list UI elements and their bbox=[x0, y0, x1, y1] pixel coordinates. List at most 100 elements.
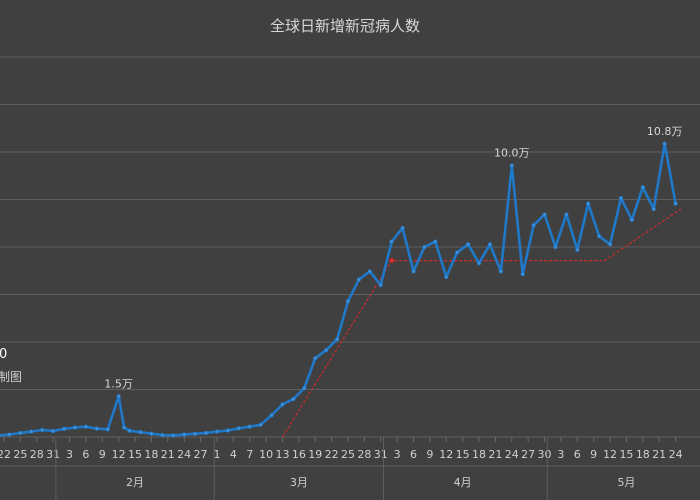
data-point bbox=[40, 427, 45, 433]
data-point bbox=[72, 425, 78, 430]
x-tick-label: 27 bbox=[521, 448, 535, 461]
data-point bbox=[597, 234, 602, 239]
data-point bbox=[291, 396, 296, 402]
x-tick-label: 12 bbox=[112, 448, 126, 461]
month-label: 4月 bbox=[454, 476, 472, 489]
data-point bbox=[422, 244, 427, 250]
x-tick-label: 15 bbox=[128, 448, 142, 461]
data-point bbox=[247, 424, 252, 429]
x-tick-label: 15 bbox=[619, 448, 633, 461]
x-tick-label: 22 bbox=[0, 448, 11, 461]
x-tick-label: 18 bbox=[144, 448, 158, 461]
x-tick-label: 10 bbox=[259, 448, 273, 461]
x-tick-label: 9 bbox=[99, 448, 106, 461]
data-point bbox=[122, 425, 127, 430]
x-tick-label: 21 bbox=[652, 448, 666, 461]
chart-title: 全球日新增新冠病人数 bbox=[270, 17, 420, 35]
data-point bbox=[618, 196, 624, 201]
x-tick-label: 22 bbox=[325, 448, 339, 461]
data-point bbox=[400, 225, 405, 231]
data-label: 10.0万 bbox=[494, 147, 530, 160]
data-point bbox=[651, 206, 656, 212]
x-tick-label: 15 bbox=[456, 448, 470, 461]
data-point bbox=[83, 424, 88, 429]
data-point bbox=[138, 430, 143, 435]
data-point bbox=[214, 429, 220, 434]
x-tick-label: 6 bbox=[574, 448, 581, 461]
data-label: 1.5万 bbox=[104, 377, 133, 390]
x-tick-label: 27 bbox=[194, 448, 208, 461]
x-tick-label: 16 bbox=[292, 448, 306, 461]
x-tick-label: 21 bbox=[161, 448, 175, 461]
data-point bbox=[203, 430, 209, 436]
data-point bbox=[61, 426, 67, 431]
data-point bbox=[236, 426, 241, 431]
data-point bbox=[378, 282, 383, 288]
data-point bbox=[520, 272, 525, 277]
data-point bbox=[640, 185, 645, 190]
x-tick-label: 12 bbox=[439, 448, 453, 461]
data-label: 10.8万 bbox=[647, 125, 683, 138]
data-point bbox=[662, 141, 667, 146]
data-point bbox=[51, 428, 56, 434]
data-point bbox=[542, 212, 547, 217]
data-point bbox=[302, 386, 307, 391]
month-label: 5月 bbox=[617, 476, 635, 489]
data-point bbox=[367, 269, 372, 274]
data-point bbox=[324, 348, 329, 353]
data-point bbox=[105, 427, 110, 432]
clipped-text-1: 制图 bbox=[0, 370, 22, 384]
series-line bbox=[0, 142, 677, 437]
data-point bbox=[455, 250, 460, 255]
x-tick-label: 18 bbox=[472, 448, 486, 461]
x-tick-label: 4 bbox=[230, 448, 237, 461]
clipped-text-0: 0 bbox=[0, 347, 7, 362]
data-point bbox=[356, 277, 362, 282]
x-tick-label: 24 bbox=[669, 448, 683, 461]
x-tick-label: 28 bbox=[357, 448, 371, 461]
month-label: 2月 bbox=[126, 476, 144, 489]
data-point bbox=[498, 269, 503, 274]
x-tick-label: 25 bbox=[341, 448, 355, 461]
x-tick-label: 24 bbox=[177, 448, 191, 461]
x-tick-label: 13 bbox=[275, 448, 289, 461]
data-point bbox=[553, 244, 558, 250]
x-tick-label: 12 bbox=[603, 448, 617, 461]
data-point bbox=[171, 433, 176, 438]
data-point bbox=[531, 223, 536, 228]
x-tick-label: 9 bbox=[590, 448, 597, 461]
data-point bbox=[564, 212, 569, 217]
data-point bbox=[258, 422, 263, 427]
data-point bbox=[466, 242, 471, 247]
x-tick-label: 19 bbox=[308, 448, 322, 461]
data-point bbox=[673, 201, 678, 206]
data-point bbox=[411, 269, 416, 274]
data-point bbox=[313, 356, 318, 361]
x-tick-label: 9 bbox=[426, 448, 433, 461]
x-tick-label: 25 bbox=[13, 448, 27, 461]
x-tick-label: 1 bbox=[213, 448, 220, 461]
x-tick-label: 24 bbox=[505, 448, 519, 461]
data-point bbox=[182, 432, 187, 437]
data-point bbox=[334, 337, 340, 342]
data-point bbox=[607, 242, 613, 247]
data-point bbox=[225, 428, 230, 433]
x-tick-label: 28 bbox=[30, 448, 44, 461]
x-tick-label: 30 bbox=[538, 448, 552, 461]
x-tick-label: 3 bbox=[394, 448, 401, 461]
x-tick-label: 6 bbox=[410, 448, 417, 461]
data-point bbox=[509, 163, 514, 168]
data-point bbox=[629, 217, 635, 222]
x-tick-label: 18 bbox=[636, 448, 650, 461]
data-point bbox=[29, 429, 34, 434]
data-point bbox=[575, 247, 580, 252]
data-point bbox=[149, 431, 154, 436]
data-point bbox=[389, 239, 394, 244]
x-tick-label: 6 bbox=[82, 448, 89, 461]
data-point bbox=[160, 433, 165, 438]
data-point bbox=[18, 430, 23, 436]
data-point bbox=[116, 394, 121, 399]
data-point bbox=[7, 432, 12, 437]
data-point bbox=[193, 431, 198, 436]
